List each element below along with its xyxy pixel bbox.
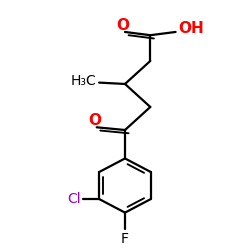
Text: Cl: Cl [67,192,80,206]
Text: O: O [88,113,101,128]
Text: F: F [121,232,129,246]
Text: H₃C: H₃C [71,74,97,88]
Text: OH: OH [178,21,204,36]
Text: O: O [116,18,129,33]
